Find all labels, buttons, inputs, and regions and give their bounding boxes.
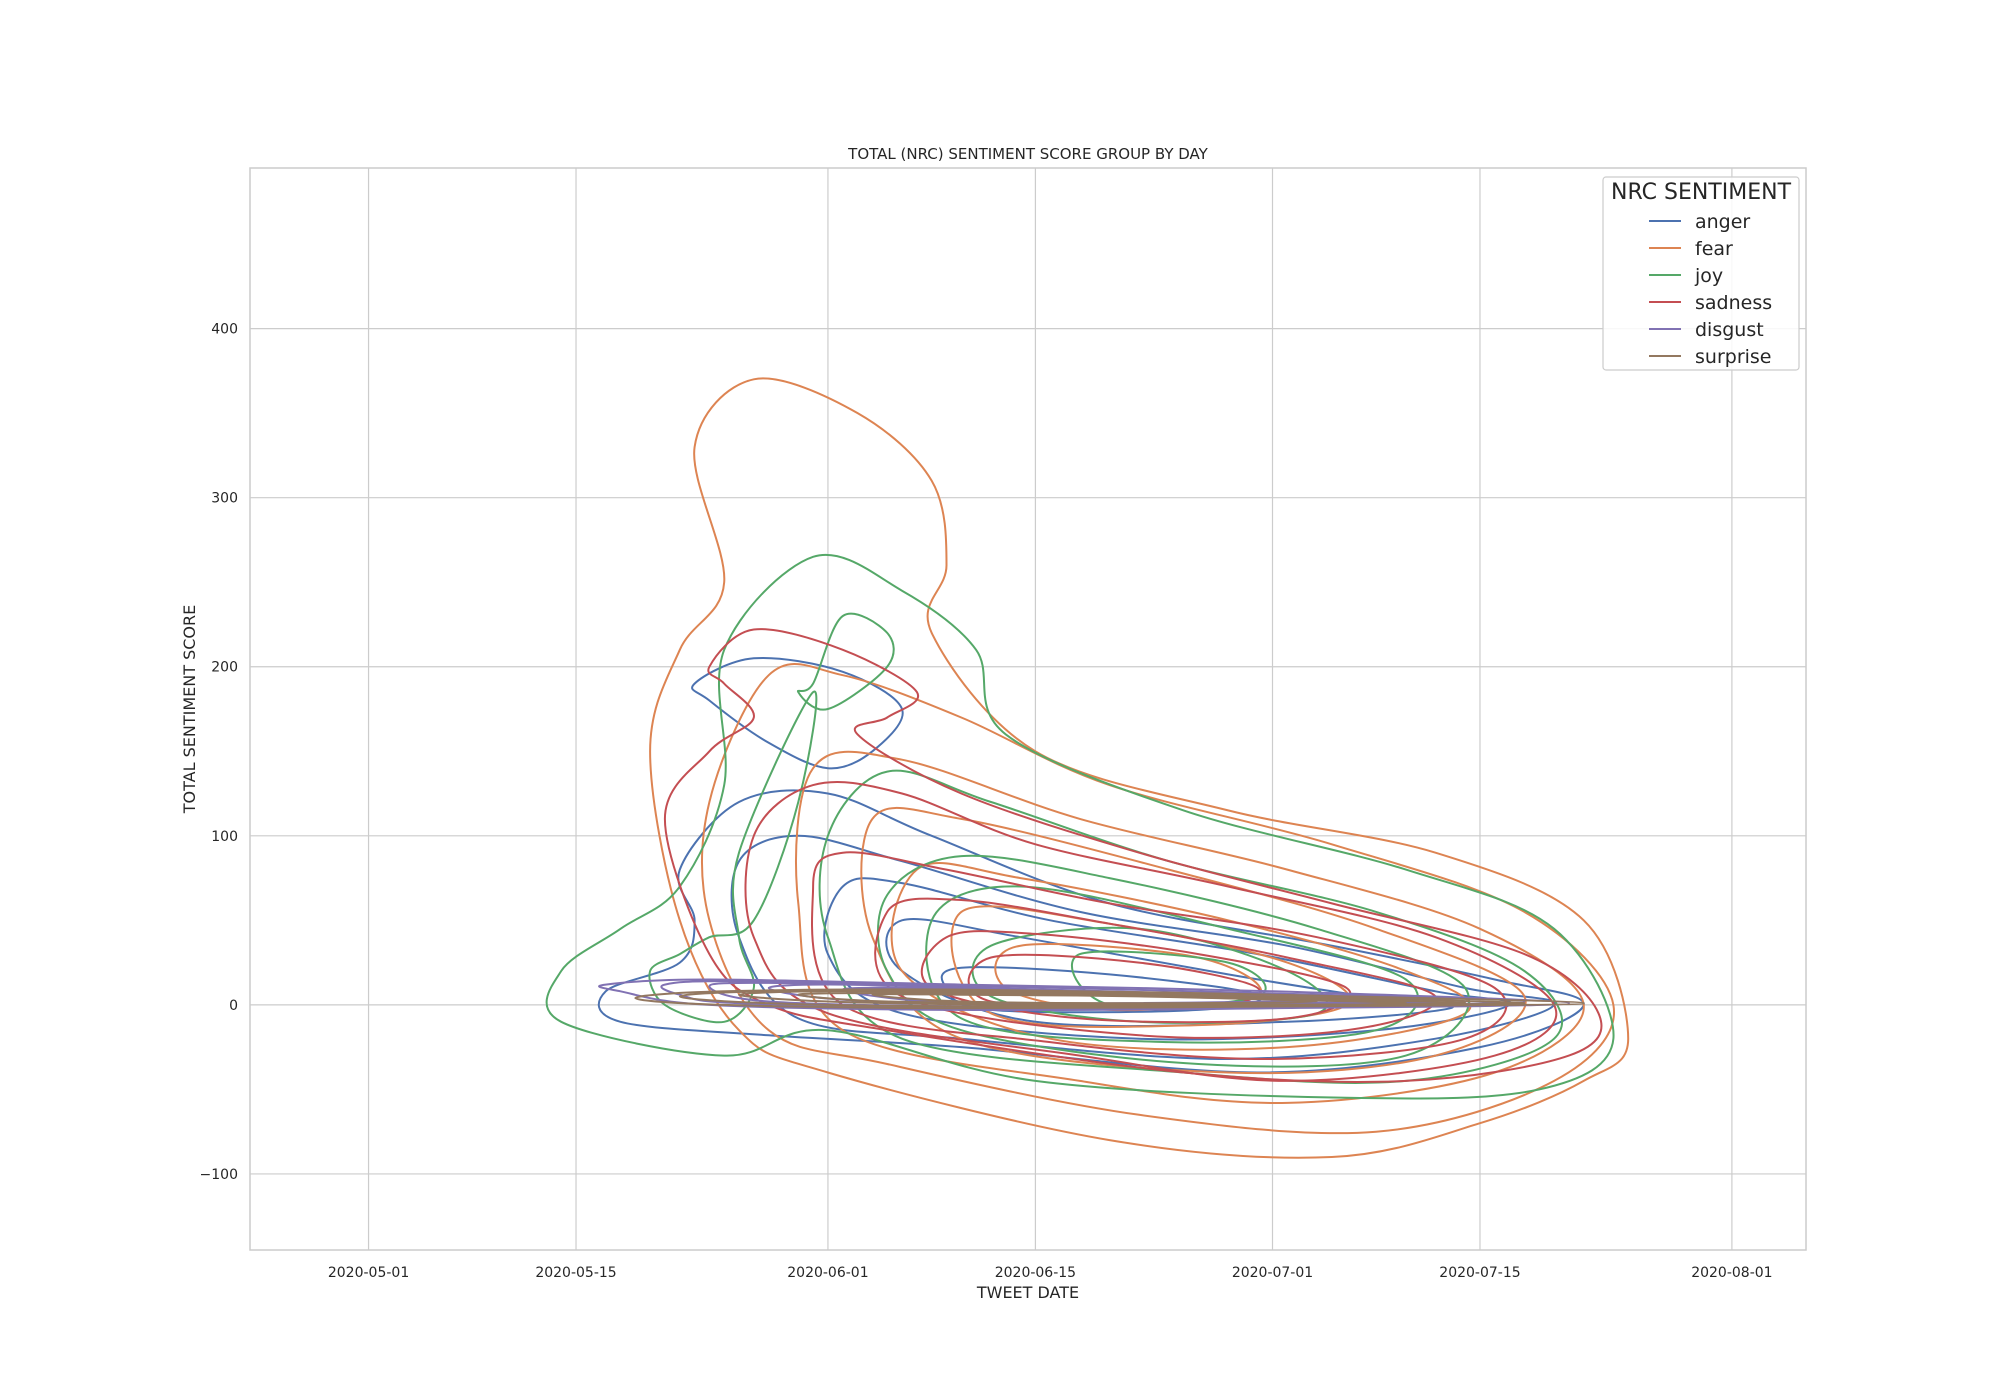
x-tick-label: 2020-07-15 <box>1439 1265 1520 1281</box>
chart-title: TOTAL (NRC) SENTIMENT SCORE GROUP BY DAY <box>847 145 1208 163</box>
x-tick-label: 2020-08-01 <box>1691 1265 1772 1281</box>
fear-contour <box>701 663 1616 1135</box>
sadness-contour <box>811 851 1508 1061</box>
series-joy <box>545 553 1615 1100</box>
y-tick-labels: −100 0 100 200 300 400 <box>200 322 238 1183</box>
y-tick-label: 400 <box>211 322 238 338</box>
anger-contour <box>597 789 1585 1074</box>
contours <box>545 377 1630 1159</box>
joy-contour <box>796 612 895 711</box>
anger-contour <box>691 656 904 770</box>
legend-title: NRC SENTIMENT <box>1611 180 1792 205</box>
legend-label-anger: anger <box>1695 211 1750 233</box>
x-tick-labels: 2020-05-01 2020-05-15 2020-06-01 2020-06-15… <box>328 1265 1773 1281</box>
y-tick-label: −100 <box>200 1167 238 1183</box>
x-tick-label: 2020-05-01 <box>328 1265 409 1281</box>
series-sadness <box>663 628 1603 1083</box>
y-tick-label: 200 <box>211 660 238 676</box>
surprise-contour <box>634 988 1585 1010</box>
legend-label-fear: fear <box>1695 238 1733 260</box>
legend-label-joy: joy <box>1694 265 1723 287</box>
sadness-contour <box>663 628 1603 1083</box>
y-tick-label: 300 <box>211 491 238 507</box>
surprise-contour <box>738 990 1467 1007</box>
legend: NRC SENTIMENT anger fear joy sadness disgust… <box>1602 176 1800 371</box>
joy-contour <box>925 885 1419 1044</box>
legend-label-sadness: sadness <box>1695 292 1772 314</box>
x-tick-label: 2020-05-15 <box>535 1265 616 1281</box>
x-axis-title: TWEET DATE <box>976 1283 1079 1302</box>
series-surprise <box>634 988 1585 1010</box>
legend-items: anger fear joy sadness disgust surprise <box>1649 211 1772 368</box>
x-tick-label: 2020-06-01 <box>787 1265 868 1281</box>
legend-label-disgust: disgust <box>1695 319 1764 341</box>
y-axis-title: TOTAL SENTIMENT SCORE <box>180 605 199 814</box>
joy-contour <box>876 854 1471 1068</box>
x-tick-label: 2020-07-01 <box>1232 1265 1313 1281</box>
y-tick-label: 100 <box>211 829 238 845</box>
fear-contour <box>795 750 1585 1105</box>
sadness-contour <box>744 780 1558 1082</box>
plot-frame <box>249 167 1807 1251</box>
joy-contour <box>818 769 1563 1084</box>
joy-contour <box>648 690 818 1024</box>
joy-contour <box>545 553 1615 1100</box>
anger-contour <box>730 834 1556 1060</box>
x-tick-label: 2020-06-15 <box>995 1265 1076 1281</box>
y-tick-label: 0 <box>229 998 238 1014</box>
legend-box <box>1602 176 1800 371</box>
legend-label-surprise: surprise <box>1695 346 1772 368</box>
surprise-contour <box>871 993 1318 1005</box>
